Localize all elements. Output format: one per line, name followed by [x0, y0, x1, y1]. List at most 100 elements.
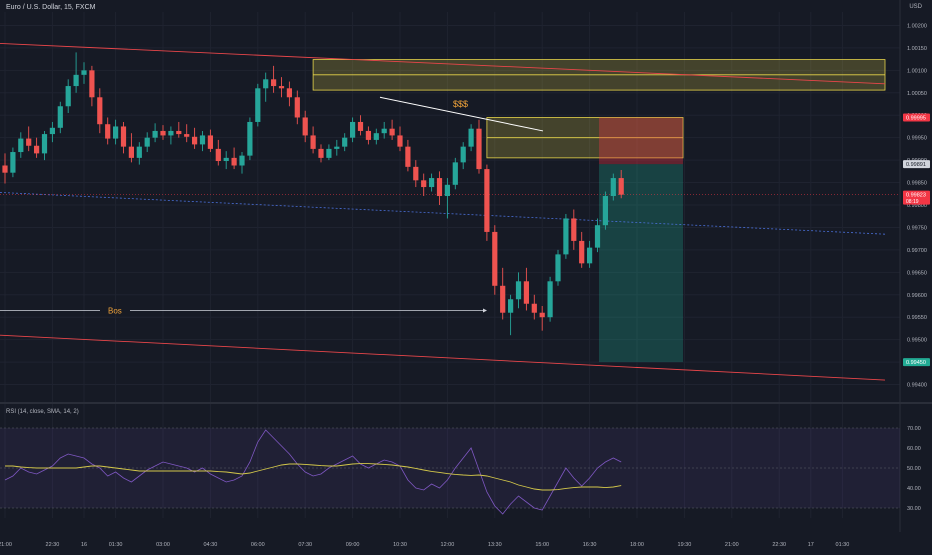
- candle-body: [184, 134, 190, 137]
- x-tick-label: 19:30: [678, 542, 692, 548]
- x-tick-label: 12:00: [441, 542, 455, 548]
- candle-body: [310, 135, 316, 149]
- rsi-title: RSI (14, close, SMA, 14, 2): [6, 409, 79, 415]
- candle-body: [57, 106, 63, 128]
- candle-body: [120, 126, 127, 147]
- candle-body: [594, 225, 601, 248]
- y-tick-label: 0.99800: [907, 203, 927, 209]
- candle-body: [278, 86, 285, 89]
- y-tick-label: 0.99400: [907, 383, 927, 389]
- candle-body: [207, 135, 213, 149]
- candle-body: [113, 126, 119, 139]
- x-tick-label: 13:30: [488, 542, 502, 548]
- candle-body: [484, 169, 490, 232]
- candle-body: [523, 281, 529, 304]
- candle-body: [97, 97, 103, 125]
- candle-body: [128, 146, 134, 158]
- price-tag: [903, 358, 930, 367]
- x-tick-label: 18:00: [630, 542, 644, 548]
- candle-body: [579, 240, 585, 264]
- rsi-tick-label: 50.00: [907, 466, 921, 472]
- candle-body: [176, 130, 182, 135]
- candle-body: [294, 97, 300, 118]
- x-tick-label: 01:30: [109, 542, 123, 548]
- candle-body: [18, 138, 24, 153]
- candle-body: [547, 281, 553, 318]
- candle-body: [49, 127, 55, 135]
- candle-body: [571, 218, 577, 241]
- candle-body: [302, 117, 308, 136]
- candle-body: [539, 312, 545, 318]
- rsi-ma-line: [5, 463, 622, 491]
- candle-body: [160, 130, 166, 136]
- candle-body: [105, 124, 111, 139]
- candle-body: [373, 133, 379, 140]
- x-tick-label: 21:00: [0, 542, 12, 548]
- candle-body: [334, 146, 340, 149]
- candle-body: [89, 70, 95, 98]
- bos-label: Bos: [108, 306, 122, 315]
- candle-body: [531, 303, 537, 313]
- candle-body: [263, 79, 269, 89]
- x-tick-label: 22:30: [772, 542, 786, 548]
- candle-body: [34, 145, 40, 154]
- candle-body: [26, 138, 32, 146]
- candle-body: [271, 79, 277, 87]
- price-tag-label: 0.99450: [906, 360, 926, 366]
- candle-body: [610, 178, 616, 197]
- candle-body: [436, 178, 443, 197]
- candle-body: [81, 70, 87, 75]
- y-tick-label: 0.99850: [907, 181, 927, 187]
- x-tick-label: 01:30: [836, 542, 850, 548]
- candle-body: [365, 130, 371, 140]
- x-tick-label: 03:00: [156, 542, 170, 548]
- candle-body: [255, 88, 261, 122]
- price-tag: [903, 113, 930, 122]
- channel-lower-line: [0, 334, 886, 381]
- x-tick-label: 04:30: [204, 542, 218, 548]
- candle-body: [152, 130, 158, 138]
- candle-body: [286, 88, 292, 98]
- candle-body: [429, 178, 435, 188]
- rsi-line: [4, 429, 622, 515]
- price-tag-label: 0.99891: [906, 162, 926, 168]
- x-tick-label: 07:30: [298, 542, 312, 548]
- liquidity-label: $$$: [453, 99, 468, 109]
- currency-unit: USD: [909, 4, 922, 10]
- y-tick-label: 0.99500: [907, 338, 927, 344]
- price-tag-label: 0.99995: [906, 115, 926, 121]
- price-tag: [903, 160, 930, 169]
- x-tick-label: 16:30: [583, 542, 597, 548]
- candle-body: [2, 165, 8, 173]
- stop-loss-box: [599, 117, 683, 165]
- candle-body: [468, 128, 474, 147]
- y-tick-label: 0.99650: [907, 270, 927, 276]
- x-tick-label: 09:00: [346, 542, 360, 548]
- candle-body: [421, 180, 427, 188]
- channel-upper-line: [0, 42, 886, 85]
- x-tick-label: 16: [81, 542, 87, 548]
- candle-body: [413, 166, 419, 181]
- candle-body: [460, 146, 466, 163]
- price-tag-label: 0.99823: [906, 193, 926, 199]
- candle-body: [515, 281, 522, 300]
- x-tick-label: 06:00: [251, 542, 265, 548]
- rsi-tick-label: 70.00: [907, 426, 921, 432]
- bos-arrow-icon: [483, 308, 487, 313]
- candle-body: [389, 128, 395, 136]
- candle-body: [500, 285, 506, 313]
- candle-body: [555, 254, 561, 282]
- liquidity-line: [379, 96, 544, 132]
- candle-body: [350, 121, 356, 138]
- candle-body: [342, 137, 348, 147]
- y-tick-label: 0.99750: [907, 225, 927, 231]
- x-tick-label: 15:00: [535, 542, 549, 548]
- y-tick-label: 1.00200: [907, 23, 927, 29]
- x-tick-label: 10:30: [393, 542, 407, 548]
- candle-body: [192, 136, 198, 145]
- candle-body: [65, 86, 71, 107]
- candle-body: [618, 178, 624, 195]
- candle-body: [452, 162, 458, 185]
- rsi-tick-label: 40.00: [907, 486, 921, 492]
